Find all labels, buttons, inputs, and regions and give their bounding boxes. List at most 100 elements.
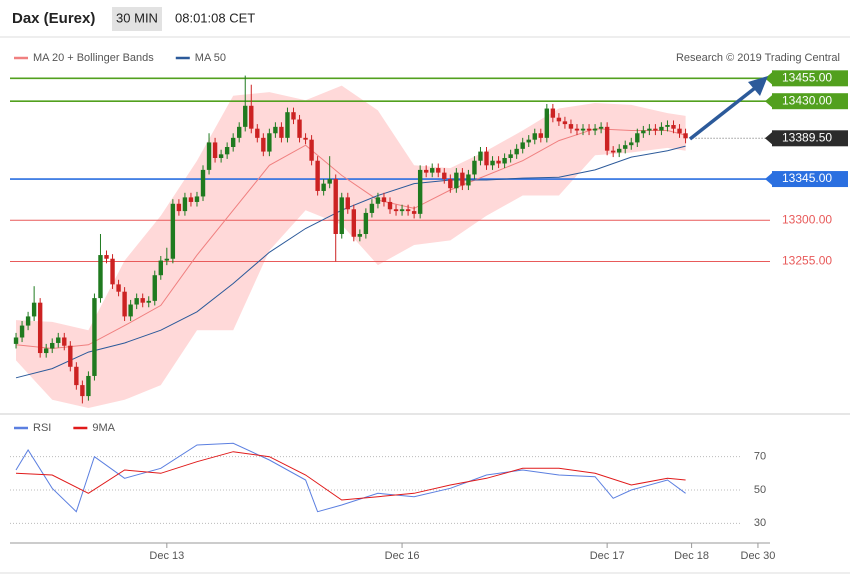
candle-body bbox=[243, 105, 248, 127]
candle-body bbox=[140, 298, 145, 303]
candle-body bbox=[635, 133, 640, 143]
candle-body bbox=[116, 284, 121, 292]
credit: Research © 2019 Trading Central bbox=[676, 52, 840, 64]
candle-body bbox=[466, 174, 471, 186]
candle-body bbox=[610, 150, 616, 153]
candle-body bbox=[230, 137, 236, 147]
candle-body bbox=[122, 291, 127, 317]
candle-body bbox=[19, 325, 25, 338]
candle-body bbox=[490, 160, 495, 166]
candle-body bbox=[502, 157, 507, 164]
candle-body bbox=[387, 201, 393, 210]
legend-label: 9MA bbox=[92, 422, 115, 434]
candle-body bbox=[653, 128, 658, 131]
x-tick-label: Dec 30 bbox=[741, 550, 776, 562]
candle-body bbox=[544, 108, 550, 138]
candle-body bbox=[273, 126, 278, 134]
instrument: Dax (Eurex) bbox=[12, 10, 95, 27]
candle-body bbox=[375, 197, 381, 204]
candle-body bbox=[170, 203, 176, 259]
candle-body bbox=[74, 366, 79, 386]
candle-body bbox=[526, 139, 531, 143]
time: 08:01:08 CET bbox=[175, 10, 255, 25]
level-label-box bbox=[772, 93, 848, 110]
candle-body bbox=[249, 105, 254, 129]
candle-body bbox=[134, 298, 139, 305]
candle-body bbox=[297, 119, 302, 138]
candle-body bbox=[351, 209, 357, 237]
candle-body bbox=[50, 342, 55, 349]
candle-body bbox=[104, 255, 109, 259]
candle-body bbox=[399, 209, 405, 212]
candle-body bbox=[212, 142, 218, 158]
candle-body bbox=[237, 126, 242, 138]
candle-body bbox=[496, 160, 501, 164]
candle-body bbox=[550, 108, 556, 118]
candle-body bbox=[647, 128, 652, 131]
candle-body bbox=[98, 255, 103, 299]
candle-body bbox=[586, 128, 592, 131]
candle-body bbox=[255, 128, 260, 138]
candle-body bbox=[303, 137, 308, 140]
candle-body bbox=[146, 300, 151, 303]
candle-body bbox=[671, 125, 676, 129]
candle-body bbox=[514, 148, 519, 155]
candle-body bbox=[665, 125, 670, 127]
candle-body bbox=[598, 126, 604, 129]
candle-body bbox=[683, 133, 688, 139]
candle-body bbox=[200, 169, 206, 197]
candle-body bbox=[339, 197, 344, 234]
y-tick-label: 30 bbox=[754, 517, 766, 529]
last-price-box bbox=[772, 130, 848, 147]
candle-body bbox=[369, 203, 375, 213]
legend-label: MA 50 bbox=[195, 52, 226, 64]
candle-body bbox=[393, 209, 399, 212]
candle-body bbox=[315, 160, 320, 191]
candle-body bbox=[472, 160, 477, 175]
candle-body bbox=[13, 337, 19, 344]
level-label: 13345.00 bbox=[782, 171, 832, 185]
candle-body bbox=[80, 385, 85, 397]
last-price-label: 13389.50 bbox=[782, 130, 832, 144]
candle-body bbox=[381, 197, 387, 202]
timeframe-box bbox=[112, 7, 162, 31]
candle-body bbox=[363, 212, 369, 234]
x-tick-label: Dec 17 bbox=[590, 550, 625, 562]
candle-body bbox=[43, 348, 49, 354]
candle-body bbox=[345, 197, 350, 210]
candle-body bbox=[623, 145, 628, 149]
candle-body bbox=[568, 124, 574, 129]
candle-body bbox=[532, 133, 537, 140]
candle-body bbox=[291, 112, 296, 120]
candle-body bbox=[25, 316, 31, 326]
candle-body bbox=[417, 169, 423, 214]
candle-body bbox=[357, 234, 363, 237]
level-label-box bbox=[772, 171, 848, 188]
candle-body bbox=[31, 302, 37, 317]
candle-body bbox=[68, 345, 73, 367]
candle-body bbox=[158, 260, 163, 276]
ma-line bbox=[15, 145, 686, 379]
legend-label: MA 20 + Bollinger Bands bbox=[33, 52, 154, 64]
candle-body bbox=[182, 197, 188, 212]
level-label: 13255.00 bbox=[782, 254, 832, 268]
candle-body bbox=[617, 148, 622, 153]
x-tick-label: Dec 18 bbox=[674, 550, 709, 562]
candle-body bbox=[37, 302, 43, 354]
candle-body bbox=[508, 154, 513, 158]
candle-body bbox=[206, 142, 212, 170]
candle-body bbox=[604, 126, 610, 151]
candle-body bbox=[592, 128, 598, 131]
candle-body bbox=[641, 130, 646, 134]
level-label: 13430.00 bbox=[782, 93, 832, 107]
candle-body bbox=[580, 128, 586, 131]
candle-body bbox=[411, 211, 417, 214]
forecast-arrow-head bbox=[748, 76, 768, 96]
candle-body bbox=[333, 179, 338, 234]
candle-body bbox=[478, 151, 483, 161]
y-tick-label: 70 bbox=[754, 451, 766, 463]
plot-layer: 13455.00 13430.00 13345.00 13300.00 13255.00… bbox=[10, 52, 848, 562]
indicator-line bbox=[15, 451, 686, 501]
